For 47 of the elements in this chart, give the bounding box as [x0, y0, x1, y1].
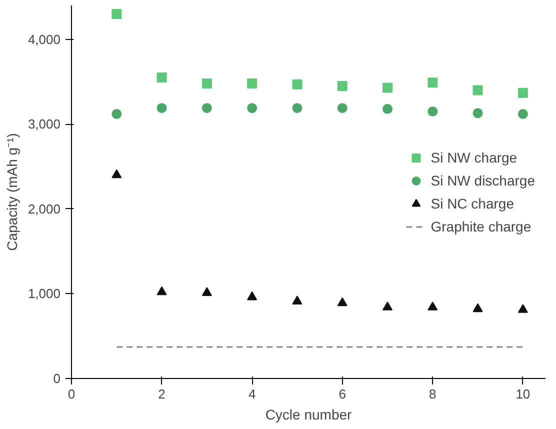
point — [382, 302, 392, 310]
point — [337, 297, 348, 306]
x-tick-label: 0 — [68, 386, 76, 402]
x-axis-title: Cycle number — [265, 406, 352, 422]
point — [518, 109, 528, 119]
point — [292, 296, 302, 304]
y-tick-label: 1,000 — [28, 286, 61, 302]
point — [382, 104, 392, 114]
point — [292, 103, 302, 114]
y-axis-title: Capacity (mAh g⁻¹) — [4, 133, 20, 251]
point — [337, 103, 348, 114]
y-tick-label: 0 — [53, 371, 61, 386]
point — [112, 109, 122, 119]
point — [428, 78, 438, 88]
x-tick-label: 2 — [158, 386, 166, 402]
point — [382, 82, 392, 93]
y-tick-label: 4,000 — [28, 32, 61, 47]
x-tick-label: 4 — [248, 386, 256, 402]
legend-label: Graphite charge — [430, 218, 532, 234]
point — [202, 78, 212, 88]
point — [112, 8, 122, 19]
legend-label: Si NC charge — [430, 195, 514, 211]
legend-label: Si NW discharge — [430, 172, 535, 188]
point — [472, 303, 483, 312]
point — [112, 169, 122, 178]
x-tick-label: 6 — [338, 386, 346, 402]
point — [156, 286, 167, 296]
x-tick-label: 8 — [429, 386, 436, 402]
point — [202, 287, 212, 296]
point — [247, 291, 258, 300]
y-tick-label: 2,000 — [28, 201, 61, 216]
legend-label: Si NW charge — [430, 149, 518, 165]
y-tick-label: 3,000 — [28, 116, 61, 132]
point — [156, 72, 167, 83]
point — [428, 106, 438, 116]
point — [472, 85, 483, 96]
point — [156, 103, 167, 114]
point — [518, 304, 528, 313]
x-tick-label: 10 — [516, 386, 530, 402]
point — [472, 108, 483, 118]
point — [247, 78, 258, 88]
point — [518, 88, 528, 98]
point — [428, 302, 438, 310]
point — [337, 81, 348, 92]
point — [202, 103, 212, 114]
point — [247, 103, 258, 114]
point — [292, 79, 302, 90]
